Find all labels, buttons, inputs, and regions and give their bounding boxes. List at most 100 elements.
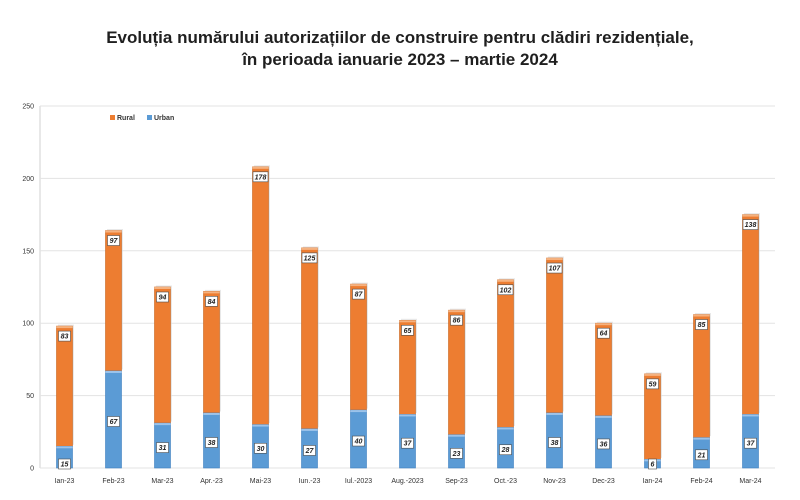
bar-rural [497, 279, 514, 428]
data-label-rural-box [252, 171, 269, 183]
bar-urban-top-highlight [56, 446, 73, 449]
x-tick-label: Ian-23 [55, 478, 75, 485]
data-label-rural-box [401, 325, 414, 336]
bar-rural [350, 283, 367, 411]
bar-rural-top-highlight [154, 287, 171, 289]
bar-urban-top-highlight [350, 410, 367, 413]
data-label-rural: 178 [255, 174, 267, 181]
data-label-rural-box [742, 219, 759, 230]
data-label-rural-box [205, 296, 218, 307]
bar-rural-top-highlight [595, 323, 612, 326]
data-label-rural: 65 [404, 328, 412, 335]
bar-rural [105, 230, 122, 372]
data-label-rural: 97 [110, 238, 119, 245]
bar-rural-top-highlight [693, 314, 710, 317]
data-label-urban-box [352, 435, 365, 447]
x-tick-label: Mai-23 [250, 478, 272, 485]
bar-rural-top-highlight [742, 214, 759, 217]
data-label-rural-box [597, 327, 610, 339]
x-tick-label: Feb-24 [690, 478, 712, 485]
data-label-urban: 27 [305, 448, 315, 455]
bar-rural-top-highlight [56, 326, 73, 329]
data-label-urban-box [744, 437, 757, 449]
bar-rural [252, 166, 269, 425]
x-tick-label: Aug.-2023 [391, 478, 423, 485]
data-label-rural: 94 [159, 295, 167, 302]
data-label-rural-box [107, 235, 120, 246]
data-label-urban-box [695, 449, 708, 461]
data-label-rural: 107 [549, 266, 562, 273]
data-label-urban: 37 [747, 441, 756, 448]
bar-rural [154, 286, 171, 424]
data-label-urban-box [450, 448, 463, 459]
data-label-urban: 30 [257, 446, 265, 453]
data-label-urban-box [401, 437, 414, 449]
x-tick-label: Feb-23 [102, 478, 124, 485]
data-label-urban: 28 [501, 447, 510, 454]
data-label-rural: 87 [355, 292, 364, 299]
data-label-urban-box [597, 438, 610, 450]
data-label-urban-box [58, 458, 71, 470]
y-tick-label: 150 [22, 248, 34, 255]
bar-rural-top-highlight [105, 230, 122, 233]
x-tick-label: Sep-23 [445, 478, 468, 485]
bar-rural-top-highlight [546, 258, 563, 261]
data-label-rural-box [352, 288, 365, 300]
data-label-rural-box [58, 330, 71, 342]
bar-urban-top-highlight [105, 370, 122, 373]
data-label-rural-box [450, 314, 463, 326]
data-label-urban: 38 [208, 440, 216, 447]
bar-urban-top-highlight [399, 414, 416, 417]
data-label-urban-box [499, 444, 512, 456]
data-label-rural: 83 [61, 334, 69, 341]
data-label-urban: 31 [159, 445, 167, 452]
x-tick-label: Mar-24 [739, 478, 761, 485]
data-label-urban: 21 [697, 452, 706, 459]
data-label-rural-box [497, 284, 514, 296]
x-tick-label: Apr.-23 [200, 478, 223, 485]
data-label-urban: 38 [551, 440, 559, 447]
chart-title-line-1: Evoluția numărului autorizațiilor de con… [106, 28, 694, 47]
bar-urban-top-highlight [595, 415, 612, 418]
data-label-rural: 125 [304, 255, 316, 262]
bar-urban-top-highlight [742, 414, 759, 417]
bar-rural-top-highlight [252, 166, 269, 169]
y-tick-label: 250 [22, 104, 34, 111]
bar-rural [448, 309, 465, 435]
x-tick-label: Iul.-2023 [345, 478, 372, 485]
data-label-rural-box [156, 291, 169, 303]
y-tick-label: 200 [22, 176, 34, 183]
data-label-urban-box [205, 437, 218, 448]
bar-rural [693, 314, 710, 438]
data-label-rural-box [646, 378, 659, 390]
data-label-rural: 64 [600, 331, 608, 338]
data-label-rural: 138 [745, 222, 757, 229]
data-label-urban: 6 [651, 462, 655, 469]
data-label-urban-box [303, 445, 316, 456]
bar-rural [301, 247, 318, 430]
data-label-urban-box [254, 442, 267, 454]
x-tick-label: Mar-23 [151, 478, 173, 485]
y-tick-label: 50 [26, 393, 34, 400]
bar-rural-top-highlight [399, 320, 416, 323]
data-label-urban: 40 [354, 439, 363, 446]
legend-swatch-urban [147, 115, 152, 120]
data-label-urban-box [107, 416, 120, 427]
bar-rural-top-highlight [301, 247, 318, 250]
bar-urban-top-highlight [497, 427, 514, 430]
x-tick-label: Iun.-23 [299, 478, 321, 485]
chart-title-line-2: în perioada ianuarie 2023 – martie 2024 [242, 50, 558, 69]
bar-urban-top-highlight [448, 434, 465, 437]
bar-rural [56, 325, 73, 447]
x-tick-label: Oct.-23 [494, 478, 517, 485]
data-label-rural-box [546, 262, 563, 274]
data-label-rural: 84 [208, 299, 216, 306]
data-label-urban: 15 [61, 462, 69, 469]
bar-rural [203, 291, 220, 414]
data-label-rural: 102 [500, 287, 512, 294]
data-label-urban: 23 [452, 451, 461, 458]
x-tick-label: Nov-23 [543, 478, 566, 485]
data-label-rural-box [695, 319, 708, 330]
data-label-urban-box [648, 458, 657, 470]
